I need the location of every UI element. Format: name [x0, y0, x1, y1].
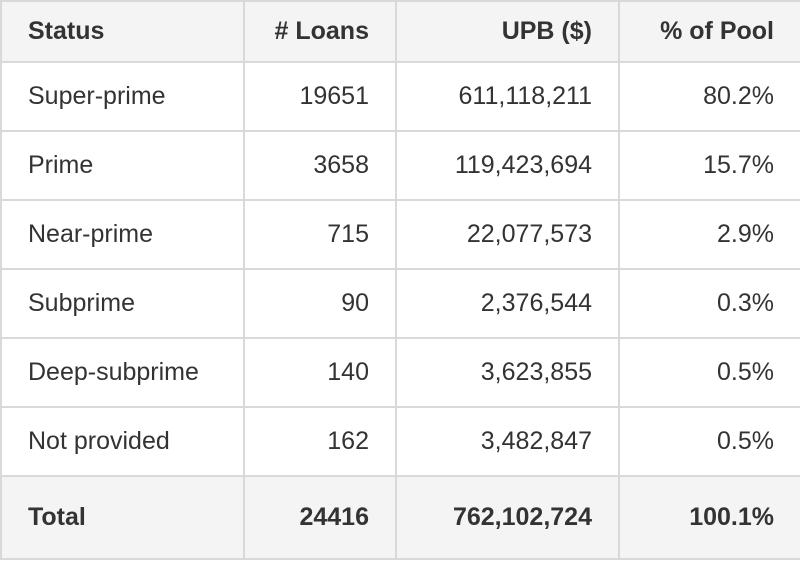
total-num-loans: 24416 [243, 475, 397, 560]
column-header-upb: UPB ($) [395, 0, 620, 63]
total-pct-of-pool: 100.1% [618, 475, 800, 560]
table-row-not-provided: Not provided 162 3,482,847 0.5% [0, 406, 800, 477]
table-row-prime: Prime 3658 119,423,694 15.7% [0, 130, 800, 201]
cell-upb: 3,623,855 [395, 337, 620, 408]
cell-status: Not provided [0, 406, 245, 477]
cell-pct-of-pool: 0.5% [618, 337, 800, 408]
cell-upb: 3,482,847 [395, 406, 620, 477]
cell-upb: 611,118,211 [395, 61, 620, 132]
cell-status: Super-prime [0, 61, 245, 132]
cell-pct-of-pool: 80.2% [618, 61, 800, 132]
cell-upb: 119,423,694 [395, 130, 620, 201]
cell-status: Near-prime [0, 199, 245, 270]
total-label: Total [0, 475, 245, 560]
total-row: Total 24416 762,102,724 100.1% [0, 475, 800, 560]
cell-num-loans: 140 [243, 337, 397, 408]
table-body: Super-prime 19651 611,118,211 80.2% Prim… [0, 61, 800, 477]
cell-num-loans: 3658 [243, 130, 397, 201]
cell-status: Deep-subprime [0, 337, 245, 408]
cell-num-loans: 715 [243, 199, 397, 270]
cell-num-loans: 162 [243, 406, 397, 477]
cell-num-loans: 90 [243, 268, 397, 339]
cell-num-loans: 19651 [243, 61, 397, 132]
cell-pct-of-pool: 0.3% [618, 268, 800, 339]
column-header-status: Status [0, 0, 245, 63]
cell-status: Prime [0, 130, 245, 201]
cell-pct-of-pool: 2.9% [618, 199, 800, 270]
cell-pct-of-pool: 15.7% [618, 130, 800, 201]
header-row: Status # Loans UPB ($) % of Pool [0, 0, 800, 63]
table-row-subprime: Subprime 90 2,376,544 0.3% [0, 268, 800, 339]
total-upb: 762,102,724 [395, 475, 620, 560]
cell-upb: 2,376,544 [395, 268, 620, 339]
cell-status: Subprime [0, 268, 245, 339]
column-header-pct-of-pool: % of Pool [618, 0, 800, 63]
table-row-deep-subprime: Deep-subprime 140 3,623,855 0.5% [0, 337, 800, 408]
table-row-near-prime: Near-prime 715 22,077,573 2.9% [0, 199, 800, 270]
cell-upb: 22,077,573 [395, 199, 620, 270]
table-header: Status # Loans UPB ($) % of Pool [0, 0, 800, 63]
table-row-super-prime: Super-prime 19651 611,118,211 80.2% [0, 61, 800, 132]
table-footer: Total 24416 762,102,724 100.1% [0, 475, 800, 560]
column-header-num-loans: # Loans [243, 0, 397, 63]
cell-pct-of-pool: 0.5% [618, 406, 800, 477]
